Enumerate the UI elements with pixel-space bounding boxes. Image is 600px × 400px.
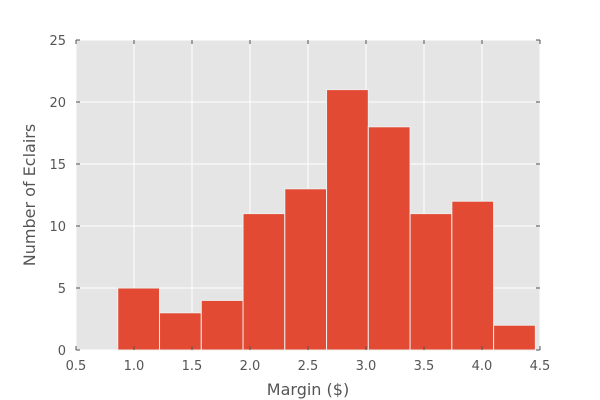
histogram-bar <box>493 324 536 351</box>
histogram-bar <box>409 213 453 351</box>
bars <box>117 89 536 351</box>
x-tick-label: 4.0 <box>472 359 493 374</box>
x-tick-label: 1.5 <box>182 359 203 374</box>
x-tick-label: 4.5 <box>530 359 551 374</box>
histogram-bar <box>367 126 411 351</box>
tick-marks <box>75 39 541 351</box>
histogram-bar <box>451 200 495 351</box>
y-tick-label: 10 <box>49 220 66 235</box>
tick-labels: 0.5 1.0 1.5 2.0 2.5 3.0 3.5 4.0 4.5 0 5 10 15 20 25 <box>49 34 550 374</box>
x-tick-label: 3.5 <box>414 359 435 374</box>
histogram-bar <box>326 89 369 351</box>
histogram-bar <box>200 299 244 351</box>
x-tick-label: 2.5 <box>298 359 319 374</box>
histogram-bar <box>284 188 328 351</box>
x-axis-label: Margin ($) <box>267 380 349 399</box>
y-tick-label: 25 <box>49 34 66 49</box>
histogram-bar <box>242 213 286 351</box>
x-tick-label: 2.0 <box>240 359 261 374</box>
x-tick-label: 0.5 <box>66 359 87 374</box>
y-axis-label: Number of Eclairs <box>20 124 39 266</box>
histogram-bar <box>159 312 202 351</box>
y-tick-label: 0 <box>58 344 66 359</box>
x-tick-label: 3.0 <box>356 359 377 374</box>
x-tick-label: 1.0 <box>124 359 145 374</box>
histogram-bar <box>117 287 161 351</box>
y-tick-label: 15 <box>49 158 66 173</box>
y-tick-label: 5 <box>58 282 66 297</box>
y-tick-label: 20 <box>49 96 66 111</box>
